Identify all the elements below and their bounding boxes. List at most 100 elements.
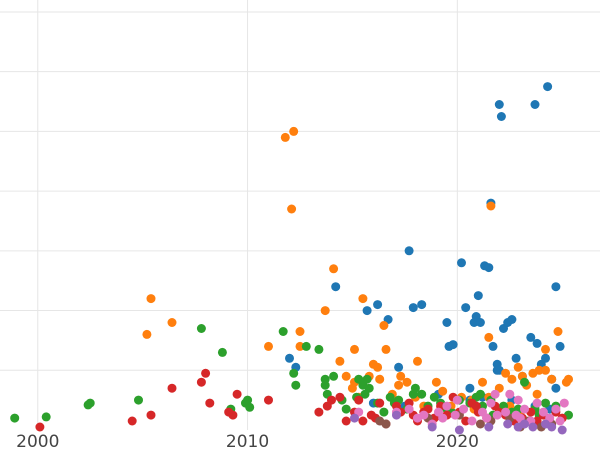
x-tick-label: 2020 [436, 432, 479, 450]
data-point [327, 395, 336, 405]
data-point [394, 380, 404, 390]
data-point [486, 201, 496, 211]
data-point [551, 383, 561, 393]
data-point [429, 392, 439, 402]
data-point [196, 377, 206, 387]
data-point [520, 377, 529, 387]
data-point [358, 416, 368, 426]
data-point [381, 344, 391, 354]
series-6 [354, 389, 569, 429]
data-point [362, 306, 372, 316]
data-point [547, 374, 557, 384]
data-point [320, 306, 330, 316]
data-point [532, 389, 542, 399]
data-point [555, 341, 565, 351]
data-point [402, 377, 412, 387]
data-point [379, 407, 389, 417]
data-point [442, 401, 452, 411]
data-point [532, 338, 542, 348]
data-point [551, 404, 561, 414]
data-point [473, 291, 483, 301]
data-point [551, 282, 561, 292]
data-point [280, 132, 290, 142]
data-point [205, 398, 215, 408]
data-point [396, 371, 406, 381]
data-point [341, 416, 351, 426]
data-point [511, 353, 521, 363]
data-points [10, 82, 573, 435]
data-point [329, 371, 339, 381]
data-point [264, 395, 273, 405]
data-point [196, 324, 206, 333]
data-point [287, 204, 297, 214]
data-point [35, 422, 45, 432]
data-point [404, 246, 414, 256]
data-point [438, 413, 448, 423]
data-point [528, 422, 538, 432]
data-point [461, 303, 471, 313]
data-point [301, 341, 311, 351]
data-point [392, 410, 401, 420]
data-point [410, 383, 420, 393]
data-point [314, 407, 324, 417]
data-point [513, 395, 523, 405]
data-point [408, 303, 418, 313]
data-point [438, 386, 448, 396]
data-point [167, 383, 177, 393]
data-point [541, 398, 550, 408]
data-point [520, 404, 529, 414]
data-point [373, 300, 383, 310]
data-point [350, 413, 359, 423]
data-point [501, 368, 511, 378]
data-point [553, 327, 563, 336]
data-point [482, 413, 492, 423]
data-point [541, 344, 550, 354]
data-point [217, 347, 227, 357]
data-point [427, 422, 437, 432]
data-point [478, 377, 487, 387]
data-point [379, 321, 389, 330]
data-point [431, 377, 441, 387]
data-point [538, 407, 548, 417]
data-point [459, 404, 469, 414]
data-point [331, 282, 341, 292]
x-axis-tick-labels: 2000 2010 2020 [16, 432, 479, 450]
data-point [350, 344, 359, 354]
data-point [505, 389, 515, 399]
x-tick-label: 2000 [16, 432, 59, 450]
data-point [142, 329, 152, 339]
data-point [417, 389, 427, 399]
data-point [375, 374, 385, 384]
data-point [362, 374, 372, 384]
data-point [320, 380, 330, 390]
data-point [381, 419, 391, 429]
data-point [564, 374, 573, 384]
data-point [232, 389, 242, 399]
series-7 [350, 410, 567, 435]
data-point [228, 410, 238, 420]
data-point [373, 362, 383, 372]
data-point [496, 112, 506, 121]
data-point [291, 380, 301, 390]
gridlines [0, 0, 600, 430]
data-point [394, 362, 404, 372]
data-point [559, 398, 569, 408]
data-point [534, 365, 544, 375]
data-point [285, 353, 294, 363]
data-point [413, 413, 422, 423]
data-point [484, 263, 494, 273]
data-point [492, 410, 502, 420]
data-point [488, 341, 498, 351]
data-point [530, 100, 540, 109]
data-point [484, 332, 494, 342]
data-point [475, 318, 485, 327]
data-point [358, 294, 368, 304]
data-point [442, 318, 452, 327]
data-point [341, 371, 351, 381]
data-point [146, 294, 156, 304]
data-point [467, 416, 477, 426]
x-tick-label: 2010 [226, 432, 269, 450]
data-point [127, 416, 137, 426]
data-point [520, 419, 529, 429]
data-point [10, 413, 20, 423]
